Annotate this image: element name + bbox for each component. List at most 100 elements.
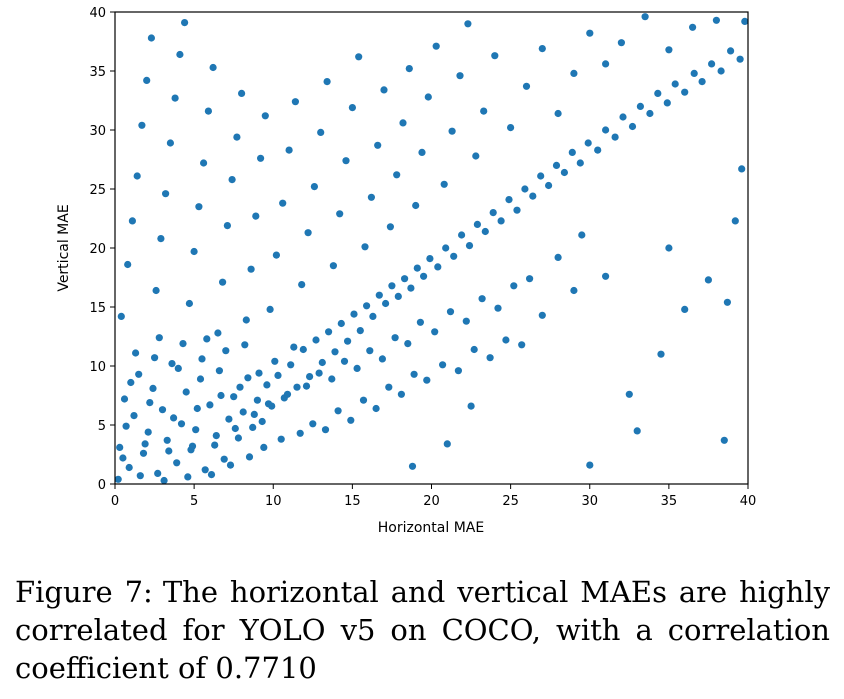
data-point	[143, 76, 151, 84]
data-point	[698, 78, 706, 86]
data-point	[552, 161, 561, 169]
data-point	[454, 367, 462, 375]
data-point	[336, 210, 344, 218]
data-point	[272, 251, 280, 259]
data-point	[431, 328, 439, 336]
data-point	[154, 469, 162, 477]
data-point	[135, 370, 143, 378]
data-point	[225, 415, 233, 423]
data-point	[717, 67, 725, 75]
data-point	[124, 260, 132, 269]
data-point	[252, 212, 260, 220]
data-point	[690, 69, 698, 77]
data-point	[162, 190, 170, 198]
data-point	[125, 463, 133, 472]
caption-text: The horizontal and vertical MAEs are hig…	[15, 575, 830, 685]
data-point	[198, 355, 206, 363]
data-point	[448, 127, 456, 135]
data-point	[497, 217, 505, 225]
data-point	[545, 181, 553, 190]
data-point	[233, 133, 241, 141]
scatter-chart: 0 5 10 15 20 25 30 35 40 0 5 10 15 20 25 30 35 40 Horizo…	[56, 6, 757, 536]
data-point	[529, 192, 537, 200]
data-point	[388, 282, 396, 290]
data-point	[182, 388, 190, 396]
y-tick-label: 5	[98, 419, 106, 434]
x-tick-label: 35	[661, 494, 678, 509]
data-point	[176, 50, 184, 59]
data-point	[367, 193, 375, 201]
data-point	[215, 367, 223, 375]
data-point	[337, 319, 345, 328]
data-point	[407, 284, 415, 292]
data-point	[306, 373, 314, 381]
data-point	[136, 472, 144, 480]
data-point	[217, 391, 225, 400]
data-point	[255, 369, 263, 377]
data-point	[312, 336, 320, 344]
data-point	[190, 247, 198, 256]
data-point	[257, 154, 265, 162]
data-point	[465, 242, 474, 250]
data-point	[628, 122, 637, 131]
data-point	[185, 299, 193, 308]
x-tick-label: 40	[740, 494, 757, 509]
plot-frame	[114, 11, 749, 485]
data-point	[554, 253, 562, 261]
data-point	[489, 209, 497, 217]
data-point	[401, 275, 409, 283]
data-point	[467, 402, 475, 410]
data-point	[458, 231, 466, 239]
data-point	[329, 262, 337, 270]
data-point	[271, 357, 279, 365]
data-point	[554, 109, 562, 118]
data-point	[350, 310, 358, 318]
data-point	[586, 29, 594, 37]
data-point	[450, 252, 458, 260]
data-point	[473, 220, 481, 228]
data-point	[424, 93, 432, 101]
data-point	[253, 396, 261, 404]
data-point	[304, 229, 312, 237]
data-point	[290, 343, 298, 351]
data-point	[228, 176, 236, 184]
data-point	[393, 171, 401, 179]
data-point	[192, 426, 200, 434]
data-point	[340, 357, 349, 365]
data-point	[576, 159, 584, 167]
data-point	[299, 345, 307, 354]
data-point	[361, 243, 369, 251]
data-point	[234, 434, 242, 442]
y-tick-label: 40	[89, 6, 106, 21]
data-point	[439, 361, 447, 369]
data-point	[420, 272, 428, 280]
data-point	[416, 318, 424, 326]
data-point	[344, 337, 352, 345]
data-point	[245, 453, 254, 461]
data-point	[369, 312, 377, 320]
data-point	[654, 89, 662, 97]
y-tick-label: 25	[89, 183, 106, 198]
data-point	[206, 401, 214, 409]
data-point	[323, 78, 331, 86]
data-point	[179, 340, 187, 348]
data-point	[222, 347, 230, 355]
data-point	[665, 46, 673, 54]
data-point	[302, 382, 311, 390]
data-point	[211, 441, 219, 449]
data-point	[117, 312, 125, 320]
data-point	[279, 199, 287, 207]
data-point	[405, 65, 413, 73]
data-points	[115, 13, 748, 484]
data-point	[122, 422, 130, 430]
data-point	[130, 412, 138, 420]
data-point	[510, 282, 518, 290]
data-point	[374, 141, 382, 149]
data-point	[617, 39, 626, 47]
data-point	[347, 416, 355, 424]
data-point	[478, 295, 486, 303]
data-point	[277, 435, 285, 443]
data-point	[727, 47, 735, 55]
data-point	[518, 341, 526, 349]
data-point	[174, 364, 182, 372]
